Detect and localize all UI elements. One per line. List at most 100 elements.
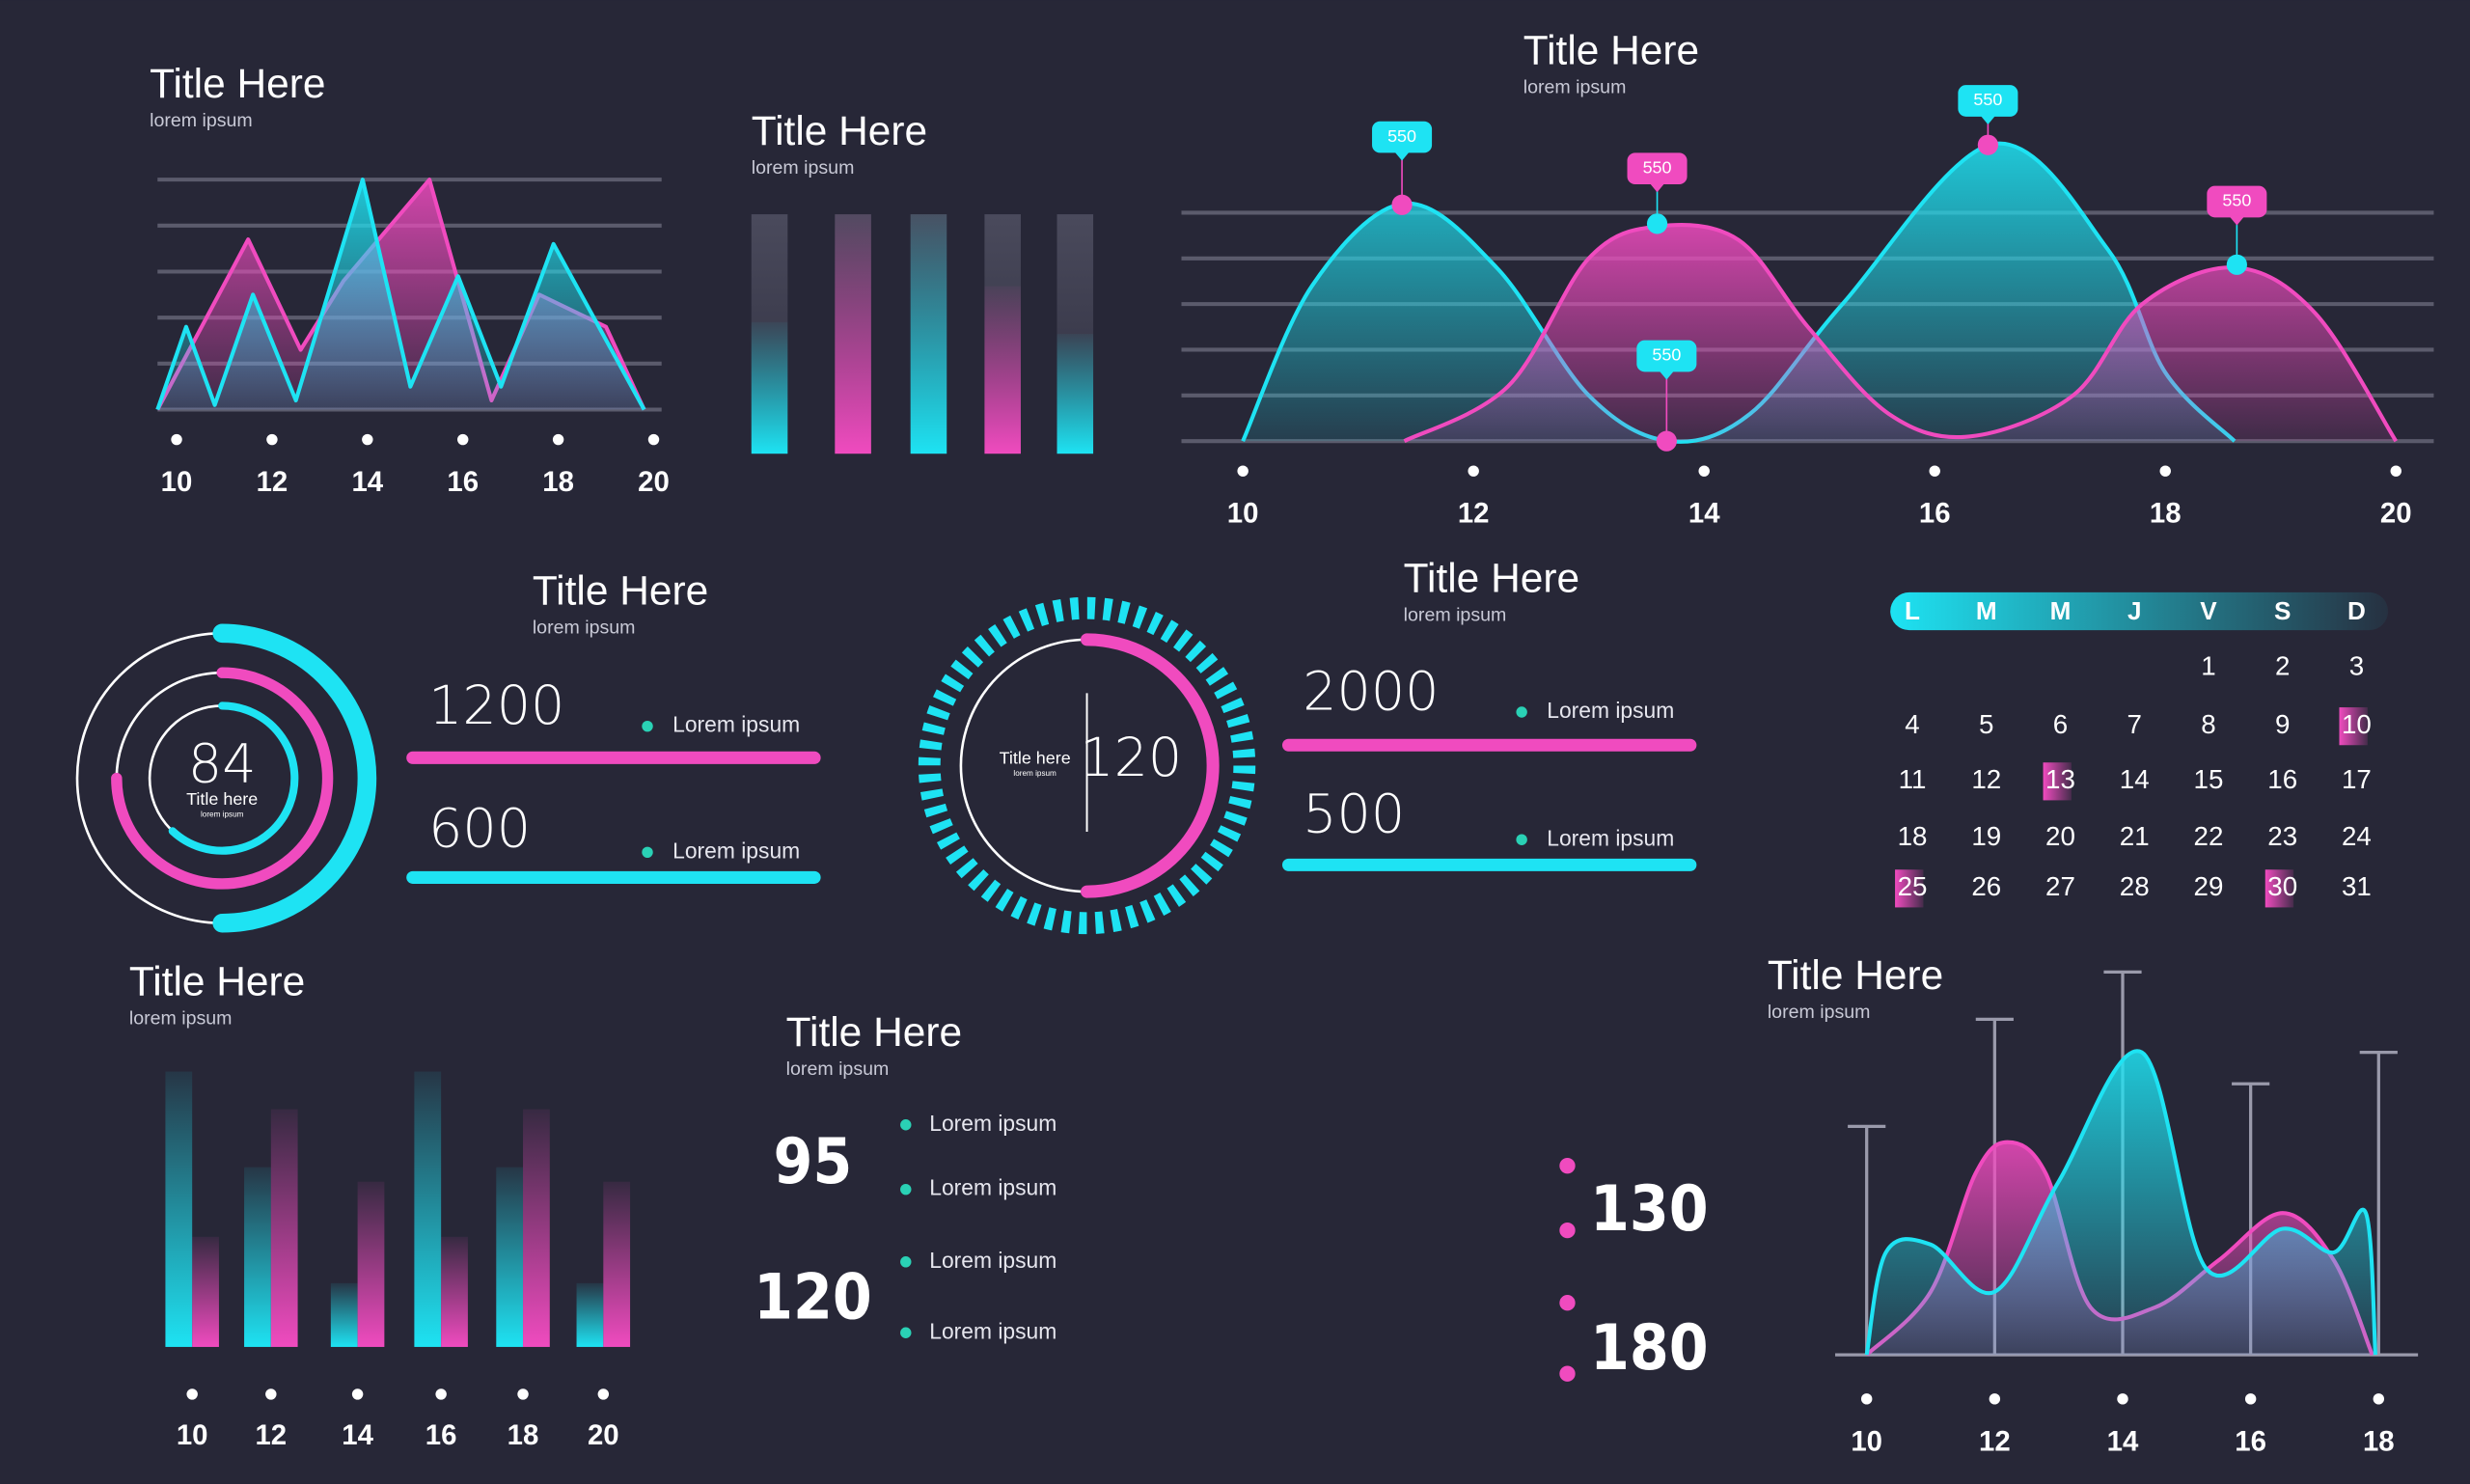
- x-tick-label: 16: [2235, 1425, 2266, 1457]
- day: 20: [2045, 821, 2075, 851]
- slider-end: [1559, 1222, 1576, 1239]
- x-tick-dot: [647, 433, 660, 446]
- x-tick-label: 18: [2150, 498, 2182, 530]
- x-tick-dot: [265, 1388, 277, 1400]
- day-highlight: [1895, 869, 1924, 908]
- x-tick-dot: [457, 433, 469, 446]
- day: 6: [2053, 709, 2068, 739]
- bar: [523, 1109, 550, 1347]
- day: 31: [2342, 871, 2372, 901]
- x-tick-label: 10: [1851, 1425, 1882, 1457]
- area-line: [1864, 1049, 2378, 1356]
- callout-box: [1627, 152, 1688, 185]
- item-label: Lorem ipsum: [672, 838, 800, 863]
- day: 25: [1898, 871, 1928, 901]
- x-tick-dot: [1698, 465, 1710, 477]
- bar: [414, 1071, 442, 1347]
- gauge-label: Title here: [1000, 749, 1071, 768]
- panel-title: Title Here: [129, 959, 305, 1004]
- slider-value-left: 120: [754, 1261, 872, 1334]
- slider-label: Lorem ipsum: [929, 1248, 1057, 1273]
- callout-label: 550: [1973, 90, 2002, 109]
- bar: [192, 1236, 219, 1347]
- x-tick-label: 12: [255, 1419, 287, 1451]
- x-tick-dot: [1929, 465, 1940, 477]
- day: 19: [1971, 821, 2001, 851]
- callout-pointer: [1980, 115, 1996, 124]
- slider-bullet: [900, 1119, 912, 1131]
- callout-pointer: [1649, 182, 1665, 193]
- panel-title: Title Here: [533, 568, 708, 614]
- day: 21: [2120, 821, 2150, 851]
- bar: [496, 1167, 524, 1347]
- callout-dot: [1646, 213, 1668, 234]
- slider-value-left: 95: [774, 1125, 853, 1198]
- x-tick-dot: [186, 1388, 198, 1400]
- x-tick-label: 18: [2363, 1425, 2395, 1457]
- x-tick-label: 18: [542, 466, 574, 498]
- day: 13: [2045, 764, 2075, 794]
- x-tick-dot: [266, 433, 278, 446]
- day: 16: [2267, 764, 2297, 794]
- callout-pointer: [2229, 215, 2245, 226]
- x-tick-dot: [1468, 465, 1479, 477]
- callout-label: 550: [1643, 157, 1672, 177]
- item-bullet: [642, 846, 653, 858]
- day: 5: [1979, 709, 1993, 739]
- callout-box: [1372, 121, 1433, 153]
- panel-subtitle: lorem ipsum: [533, 618, 636, 639]
- bar: [441, 1236, 468, 1347]
- weekday: D: [2347, 596, 2366, 625]
- item-value: 1200: [428, 674, 564, 737]
- x-tick-label: 14: [2107, 1425, 2139, 1457]
- day: 8: [2201, 709, 2215, 739]
- x-tick-label: 14: [1688, 498, 1720, 530]
- panel-subtitle: lorem ipsum: [129, 1008, 233, 1030]
- area-fill: [1404, 225, 2397, 442]
- slider-bullet: [900, 1183, 912, 1195]
- x-tick-dot: [597, 1388, 610, 1400]
- slider-label: Lorem ipsum: [929, 1111, 1057, 1136]
- callout-dot: [1391, 194, 1413, 215]
- gauge-value: 84: [188, 732, 257, 795]
- day: 7: [2127, 709, 2142, 739]
- callout-box: [1636, 340, 1697, 372]
- callout-dot: [1656, 430, 1677, 452]
- weekday: J: [2127, 596, 2142, 625]
- panel-title: Title Here: [1523, 28, 1699, 73]
- x-tick-dot: [2117, 1393, 2128, 1405]
- panel-subtitle: lorem ipsum: [752, 157, 855, 179]
- x-tick-label: 16: [447, 466, 479, 498]
- day: 24: [2342, 821, 2372, 851]
- area-line: [155, 178, 646, 411]
- dotted-ring: [918, 596, 1256, 935]
- x-tick-dot: [2390, 465, 2401, 477]
- x-tick-dot: [1237, 465, 1249, 477]
- bar: [330, 1282, 358, 1347]
- bar: [910, 214, 947, 454]
- panel-subtitle: lorem ipsum: [1404, 605, 1507, 626]
- day: 22: [2194, 821, 2224, 851]
- x-tick-label: 10: [1227, 498, 1259, 530]
- day: 14: [2120, 764, 2150, 794]
- bar: [984, 286, 1021, 454]
- x-tick-dot: [2159, 465, 2171, 477]
- day: 18: [1898, 821, 1928, 851]
- callout-dot: [1977, 134, 1999, 155]
- item-bullet: [1516, 834, 1527, 845]
- slider-end: [1559, 1295, 1576, 1311]
- weekday: M: [2050, 596, 2072, 625]
- item-bullet: [642, 720, 653, 732]
- x-tick-label: 20: [2380, 498, 2412, 530]
- panel-title: Title Here: [786, 1009, 962, 1055]
- bar: [751, 321, 788, 454]
- callout-label: 550: [1652, 345, 1681, 365]
- panel-title: Title Here: [150, 61, 325, 106]
- panel-title: Title Here: [752, 108, 927, 153]
- weekday: L: [1905, 596, 1920, 625]
- area-fill: [157, 179, 645, 410]
- bar: [270, 1109, 298, 1347]
- x-tick-dot: [435, 1388, 447, 1400]
- x-tick-dot: [1989, 1393, 2001, 1405]
